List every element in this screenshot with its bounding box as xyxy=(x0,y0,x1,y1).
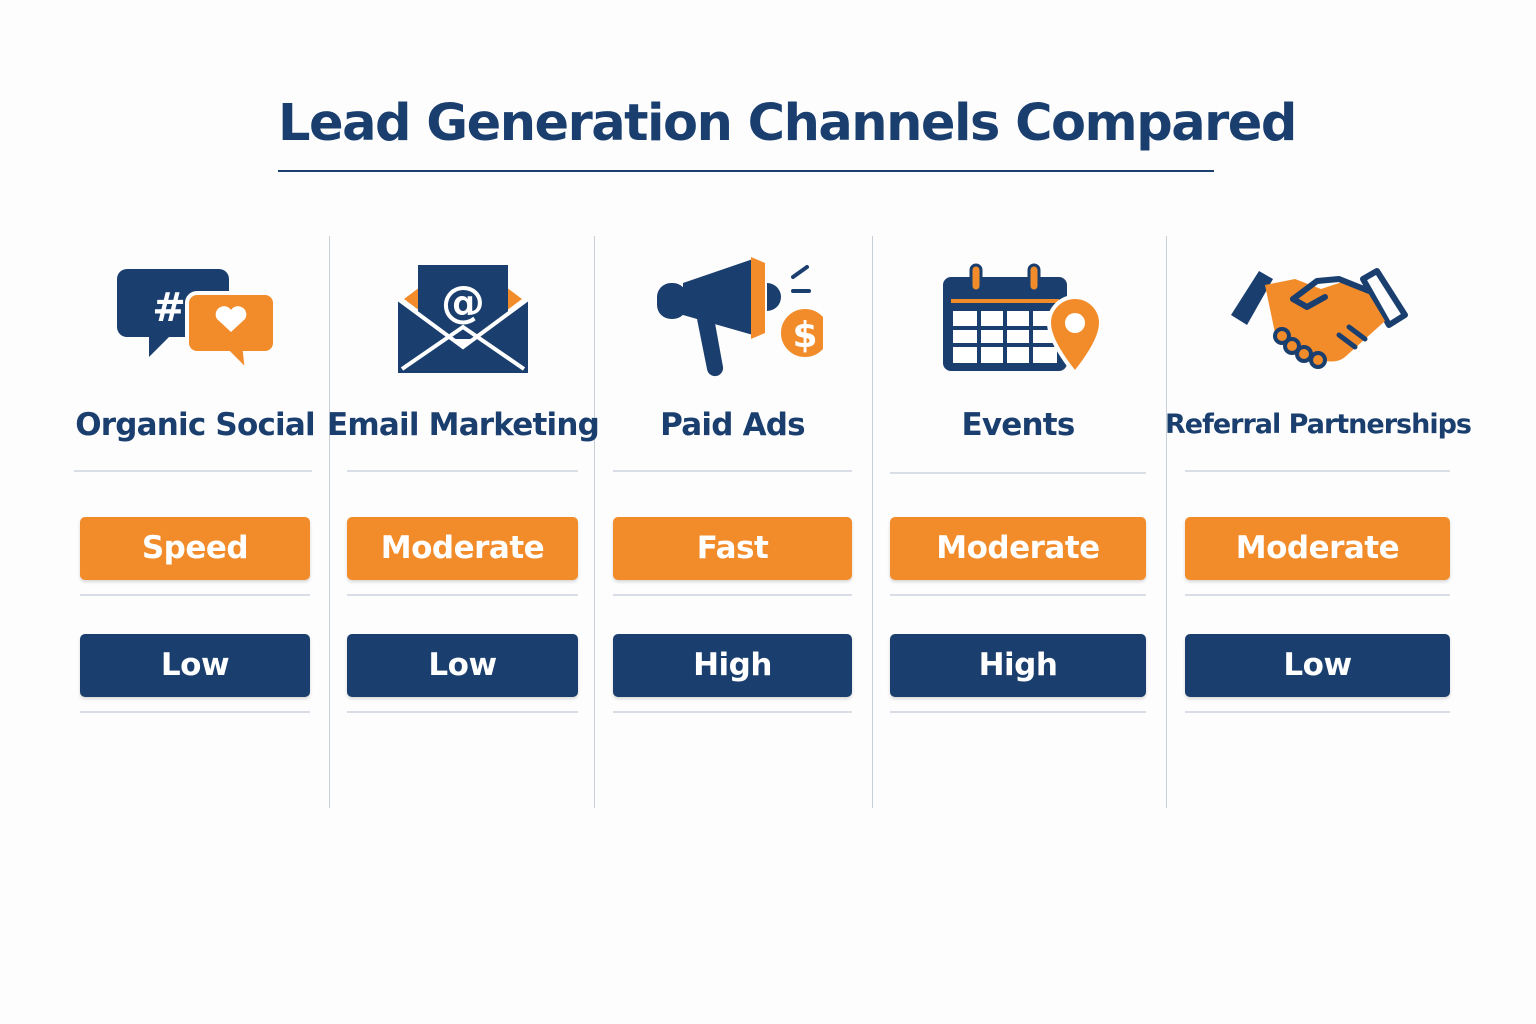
speed-badge: Fast xyxy=(613,517,852,580)
row-rule xyxy=(347,711,578,713)
row-rule xyxy=(80,711,310,713)
envelope-at-sign-icon: @ xyxy=(396,265,529,373)
channel-name: Referral Partnerships xyxy=(1165,409,1472,440)
svg-text:#: # xyxy=(152,285,186,331)
row-rule xyxy=(1185,470,1450,472)
speed-badge: Moderate xyxy=(1185,517,1450,580)
cost-badge: High xyxy=(613,634,852,697)
channel-column-paid-ads: $ Paid Ads Fast High xyxy=(613,0,852,1024)
title-underline xyxy=(278,170,1214,172)
channel-column-referral-partnerships: Referral Partnerships Moderate Low xyxy=(1165,0,1472,1024)
row-rule xyxy=(613,711,852,713)
row-rule xyxy=(347,470,578,472)
row-rule xyxy=(890,472,1146,474)
column-divider xyxy=(329,236,330,808)
channel-name: Organic Social xyxy=(75,407,315,443)
row-rule xyxy=(890,711,1146,713)
cost-badge: Low xyxy=(347,634,578,697)
row-rule xyxy=(613,470,852,472)
speed-badge: Moderate xyxy=(347,517,578,580)
calendar-location-pin-icon xyxy=(943,263,1103,377)
column-divider xyxy=(1166,236,1167,808)
svg-text:@: @ xyxy=(441,277,485,328)
megaphone-dollar-icon: $ xyxy=(656,257,823,377)
speed-badge: Speed xyxy=(80,517,310,580)
column-divider xyxy=(594,236,595,808)
speech-bubbles-hashtag-heart-icon: # xyxy=(117,269,275,377)
handshake-icon xyxy=(1230,268,1408,369)
row-rule xyxy=(890,594,1146,596)
row-rule xyxy=(1185,711,1450,713)
channel-column-email-marketing: @ Email Marketing Moderate Low xyxy=(327,0,600,1024)
row-rule xyxy=(1185,594,1450,596)
svg-text:$: $ xyxy=(792,315,817,356)
row-rule xyxy=(613,594,852,596)
column-divider xyxy=(872,236,873,808)
channel-name: Email Marketing xyxy=(327,407,600,443)
channel-column-organic-social: # Organic Social Speed Low xyxy=(74,0,316,1024)
row-rule xyxy=(347,594,578,596)
speed-badge: Moderate xyxy=(890,517,1146,580)
row-rule xyxy=(74,470,312,472)
page-title: Lead Generation Channels Compared xyxy=(278,94,1297,153)
cost-badge: Low xyxy=(1185,634,1450,697)
channel-name: Paid Ads xyxy=(660,407,805,443)
cost-badge: Low xyxy=(80,634,310,697)
row-rule xyxy=(80,594,310,596)
channel-name: Events xyxy=(961,407,1076,443)
channel-column-events: Events Moderate High xyxy=(890,0,1146,1024)
cost-badge: High xyxy=(890,634,1146,697)
